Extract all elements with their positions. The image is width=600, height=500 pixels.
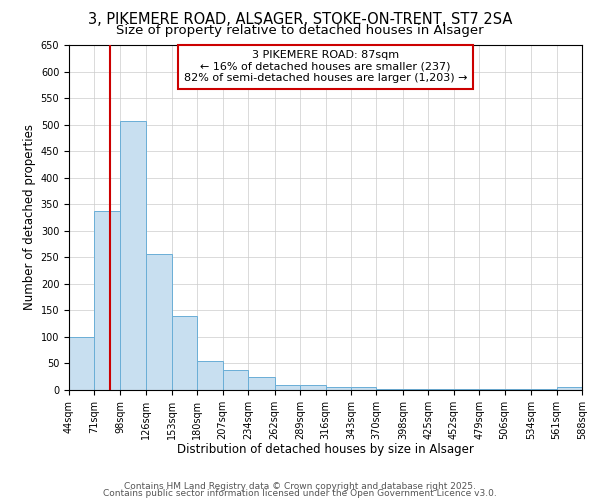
- Bar: [300, 384, 325, 390]
- Bar: [454, 389, 479, 390]
- Bar: [557, 388, 582, 390]
- Bar: [403, 389, 428, 390]
- Bar: [146, 254, 172, 390]
- Bar: [428, 389, 454, 390]
- Text: 3 PIKEMERE ROAD: 87sqm
← 16% of detached houses are smaller (237)
82% of semi-de: 3 PIKEMERE ROAD: 87sqm ← 16% of detached…: [184, 50, 467, 84]
- Bar: [351, 388, 376, 390]
- Bar: [197, 361, 223, 390]
- Text: Contains HM Land Registry data © Crown copyright and database right 2025.: Contains HM Land Registry data © Crown c…: [124, 482, 476, 491]
- Bar: [275, 384, 300, 390]
- Bar: [248, 378, 275, 390]
- Bar: [531, 389, 557, 390]
- Text: Contains public sector information licensed under the Open Government Licence v3: Contains public sector information licen…: [103, 489, 497, 498]
- Y-axis label: Number of detached properties: Number of detached properties: [23, 124, 37, 310]
- Text: Size of property relative to detached houses in Alsager: Size of property relative to detached ho…: [116, 24, 484, 37]
- Bar: [69, 337, 94, 390]
- Bar: [120, 121, 146, 390]
- Text: 3, PIKEMERE ROAD, ALSAGER, STOKE-ON-TRENT, ST7 2SA: 3, PIKEMERE ROAD, ALSAGER, STOKE-ON-TREN…: [88, 12, 512, 28]
- X-axis label: Distribution of detached houses by size in Alsager: Distribution of detached houses by size …: [177, 444, 474, 456]
- Bar: [94, 211, 120, 390]
- Bar: [325, 388, 351, 390]
- Bar: [505, 389, 531, 390]
- Bar: [376, 389, 403, 390]
- Bar: [172, 316, 197, 390]
- Bar: [223, 370, 248, 390]
- Bar: [479, 389, 505, 390]
